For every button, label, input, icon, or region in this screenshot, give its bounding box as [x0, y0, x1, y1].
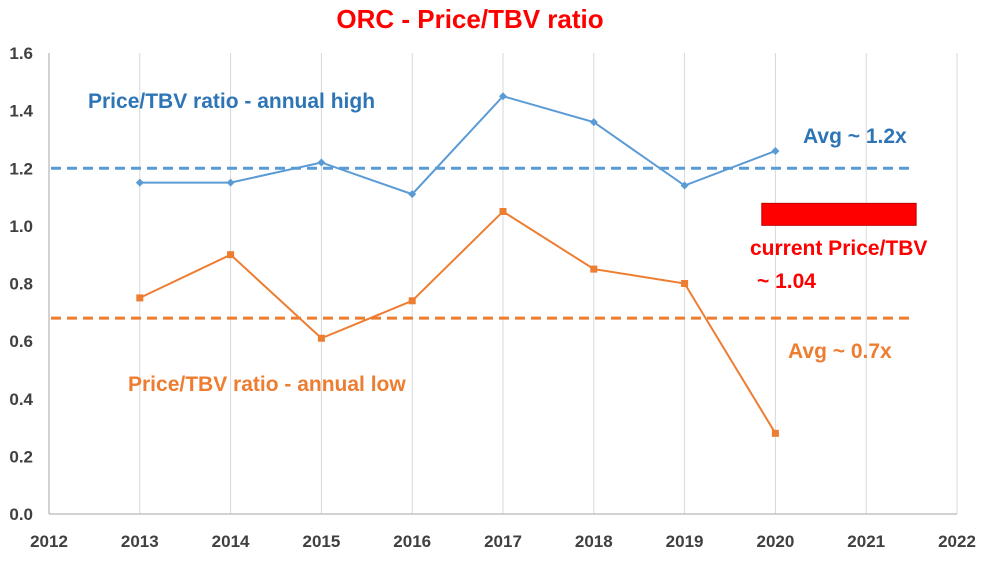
- reference-lines: [51, 166, 917, 320]
- current-value-bar: [761, 202, 917, 226]
- data-point-low: [590, 265, 598, 273]
- chart-title: ORC - Price/TBV ratio: [336, 4, 603, 34]
- data-point-low: [317, 334, 325, 342]
- data-point-high: [771, 146, 780, 155]
- data-point-high: [408, 190, 417, 199]
- y-tick-label: 0.8: [9, 275, 33, 294]
- x-tick-label: 2017: [484, 532, 522, 551]
- grid-lines: [139, 53, 958, 514]
- data-point-low: [771, 429, 779, 437]
- y-tick-label: 0.0: [9, 505, 33, 524]
- x-tick-label: 2022: [938, 532, 976, 551]
- x-tick-label: 2016: [393, 532, 431, 551]
- data-point-low: [499, 207, 507, 215]
- x-tick-label: 2014: [212, 532, 250, 551]
- data-point-low: [136, 294, 144, 302]
- x-tick-label: 2020: [756, 532, 794, 551]
- y-tick-label: 1.0: [9, 217, 33, 236]
- series-label-high: Price/TBV ratio - annual high: [88, 90, 375, 113]
- x-tick-label: 2021: [847, 532, 885, 551]
- data-point-low: [227, 251, 235, 259]
- y-tick-label: 1.2: [9, 159, 33, 178]
- data-point-high: [499, 92, 507, 101]
- data-point-high: [135, 178, 144, 187]
- x-tick-label: 2018: [575, 532, 613, 551]
- axes: 2012 2013 2014 2015 2016 2017 2018 2019 2020 2021…: [9, 44, 976, 551]
- current-label-line1: current Price/TBV: [750, 237, 927, 260]
- x-tick-label: 2015: [302, 532, 340, 551]
- y-tick-label: 0.6: [9, 332, 33, 351]
- current-label-line2: ~ 1.04: [757, 270, 816, 293]
- data-point-high: [317, 158, 326, 167]
- y-tick-label: 1.4: [9, 102, 33, 121]
- data-point-low: [681, 280, 689, 287]
- avg-high-label: Avg ~ 1.2x: [803, 125, 907, 148]
- annotations: Price/TBV ratio - annual high Price/TBV …: [88, 90, 927, 396]
- data-point-high: [589, 118, 598, 127]
- data-point-high: [226, 178, 235, 187]
- y-tick-label: 1.6: [9, 44, 33, 63]
- x-tick-label: 2019: [666, 532, 704, 551]
- x-tick-label: 2013: [121, 532, 159, 551]
- data-point-low: [408, 297, 416, 305]
- series: [135, 92, 780, 437]
- avg-low-label: Avg ~ 0.7x: [788, 340, 892, 363]
- x-tick-label: 2012: [30, 532, 68, 551]
- y-tick-label: 0.4: [9, 390, 33, 409]
- y-tick-label: 0.2: [9, 447, 33, 466]
- series-line-high: [139, 95, 776, 196]
- data-point-high: [680, 181, 689, 190]
- series-line-low: [139, 210, 777, 434]
- series-label-low: Price/TBV ratio - annual low: [128, 373, 406, 396]
